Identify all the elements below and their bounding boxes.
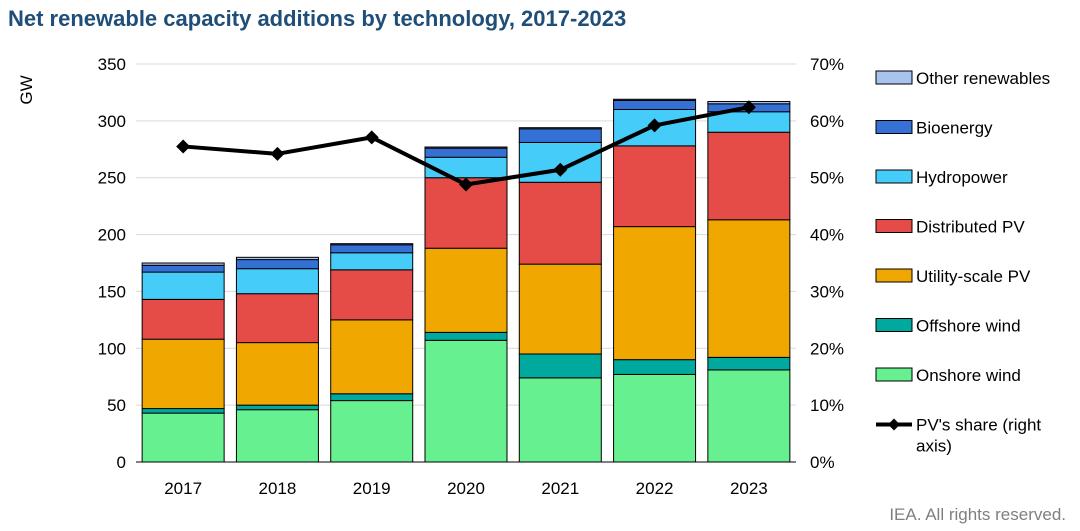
bar-hydropower-2020 [424,156,508,179]
axes: 0 50 100 150 200 250 300 350 0% 10% 20% 30% 40% 50% 60… [17,55,844,498]
bar-bioenergy-2019 [330,244,414,254]
legend: Other renewables Bioenergy Hydropower Distr… [875,69,1050,456]
legend-swatch-onshore-wind [875,367,913,382]
pv-share-marker-2023 [741,100,756,115]
legend-swatch-utility-scale-pv [875,268,913,283]
legend-label-hydropower: Hydropower [916,168,1008,187]
bar-bioenergy-2022 [613,99,697,110]
bar-other-renewables-2021 [518,127,602,130]
legend-swatch-offshore-wind [875,318,913,332]
bar-onshore-wind-2022 [613,373,697,463]
y-tick-label: 350 [98,55,126,74]
bar-hydropower-2023 [707,111,791,133]
y-tick-label: 0 [117,453,126,472]
y2-tick-label: 70% [810,55,844,74]
bar-hydropower-2019 [330,252,414,271]
bar-utility-scale-pv-2022 [613,226,697,361]
bar-hydropower-2017 [141,271,225,300]
y2-tick-label: 60% [810,112,844,131]
legend-label-pv-share-cont: axis) [916,437,952,456]
bar-offshore-wind-2021 [518,353,602,379]
y-tick-label: 150 [98,282,126,301]
legend-swatch-hydropower [875,169,913,184]
y2-tick-label: 0% [810,453,835,472]
y-tick-label: 50 [107,396,126,415]
x-tick-label: 2022 [636,479,674,498]
pv-share-marker-2020 [459,177,473,192]
bar-bioenergy-2017 [141,264,225,273]
x-tick-label: 2017 [164,479,202,498]
bar-other-renewables-2020 [424,146,508,149]
legend-swatch-distributed-pv [875,219,913,233]
x-tick-label: 2023 [730,479,768,498]
x-tick-label: 2019 [353,479,391,498]
y-axis-label: GW [17,75,36,104]
bar-onshore-wind-2023 [707,369,791,463]
bar-offshore-wind-2022 [613,359,697,375]
copyright-note: IEA. All rights reserved. [889,505,1066,524]
legend-swatch-bioenergy [875,120,913,134]
x-tick-label: 2020 [447,479,485,498]
bar-offshore-wind-2019 [330,393,414,402]
bar-other-renewables-2018 [235,256,319,261]
bar-hydropower-2018 [235,268,319,295]
y2-tick-label: 40% [810,226,844,245]
y-tick-label: 250 [98,169,126,188]
bar-utility-scale-pv-2023 [707,219,791,358]
y-tick-label: 200 [98,226,126,245]
pv-share-marker-2022 [647,118,662,133]
bar-offshore-wind-2018 [235,404,319,411]
legend-label-pv-share: PV's share (right [916,416,1041,435]
pv-share-marker-2017 [176,139,191,154]
legend-label-onshore-wind: Onshore wind [916,366,1021,385]
x-tick-label: 2018 [259,479,297,498]
legend-line-marker [888,418,900,431]
bar-offshore-wind-2017 [141,408,225,414]
y2-tick-label: 50% [810,169,844,188]
bar-offshore-wind-2020 [424,331,508,341]
legend-swatch-other-renewables [875,70,913,85]
legend-label-other-renewables: Other renewables [916,69,1050,88]
legend-label-utility-scale-pv: Utility-scale PV [916,267,1031,286]
bar-distributed-pv-2023 [707,131,791,221]
chart-title: Net renewable capacity additions by tech… [8,6,627,31]
bar-stacks [141,98,791,463]
x-tick-label: 2021 [541,479,579,498]
bar-utility-scale-pv-2020 [424,247,508,333]
bar-onshore-wind-2018 [235,409,319,463]
bar-utility-scale-pv-2019 [330,319,414,395]
bar-other-renewables-2017 [141,262,225,266]
bar-utility-scale-pv-2017 [141,338,225,410]
bar-onshore-wind-2017 [141,412,225,463]
bar-distributed-pv-2019 [330,269,414,321]
pv-share-marker-2018 [270,146,285,161]
pv-share-line [176,100,756,192]
bar-onshore-wind-2020 [424,339,508,463]
bar-bioenergy-2021 [518,128,602,143]
legend-label-bioenergy: Bioenergy [916,119,993,138]
bar-distributed-pv-2021 [518,181,602,265]
y2-tick-label: 20% [810,339,844,358]
y-tick-label: 100 [98,339,126,358]
legend-label-offshore-wind: Offshore wind [916,317,1021,336]
bar-distributed-pv-2022 [613,145,697,228]
bar-onshore-wind-2021 [518,377,602,463]
bar-onshore-wind-2019 [330,400,414,463]
bar-utility-scale-pv-2018 [235,342,319,406]
bar-other-renewables-2019 [330,243,414,246]
bar-offshore-wind-2023 [707,356,791,371]
pv-share-marker-2021 [553,162,568,177]
y-tick-label: 300 [98,112,126,131]
bar-bioenergy-2020 [424,147,508,158]
bar-distributed-pv-2018 [235,293,319,344]
bar-utility-scale-pv-2021 [518,263,602,355]
bar-distributed-pv-2017 [141,298,225,340]
bar-bioenergy-2018 [235,259,319,270]
bar-other-renewables-2022 [613,98,697,101]
legend-label-distributed-pv: Distributed PV [916,218,1025,237]
pv-share-marker-2019 [364,130,379,145]
y2-tick-label: 10% [810,396,844,415]
y2-tick-label: 30% [810,282,844,301]
